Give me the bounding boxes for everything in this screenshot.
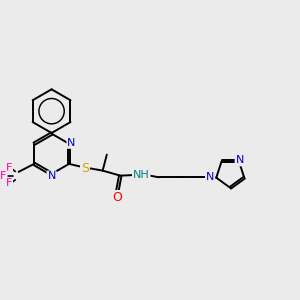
- Text: O: O: [112, 191, 122, 204]
- Text: NH: NH: [133, 170, 150, 180]
- Text: S: S: [81, 162, 89, 175]
- Text: F: F: [0, 171, 7, 181]
- Text: N: N: [206, 172, 214, 182]
- Text: N: N: [68, 138, 76, 148]
- Text: F: F: [6, 163, 12, 173]
- Text: N: N: [236, 155, 244, 165]
- Text: F: F: [6, 178, 12, 188]
- Text: N: N: [47, 172, 56, 182]
